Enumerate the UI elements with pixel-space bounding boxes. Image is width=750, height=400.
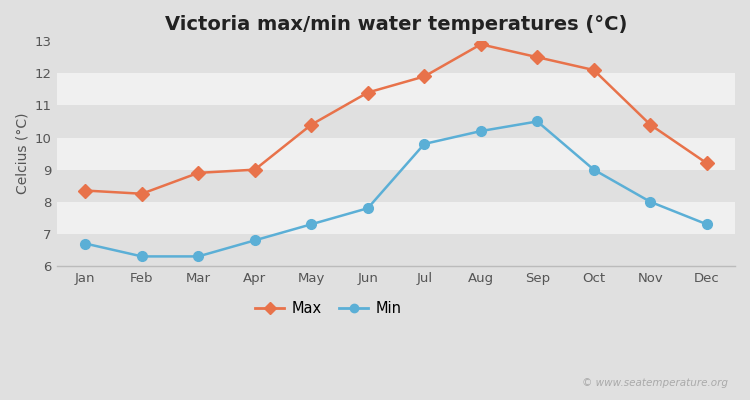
Line: Min: Min — [80, 116, 712, 261]
Bar — [57, 170, 735, 202]
Bar — [57, 234, 735, 266]
Max — [81, 188, 90, 193]
Min — [646, 199, 655, 204]
Min — [590, 167, 598, 172]
Min — [702, 222, 711, 227]
Max — [137, 191, 146, 196]
Max — [363, 90, 372, 95]
Line: Max: Max — [80, 40, 712, 199]
Text: © www.seatemperature.org: © www.seatemperature.org — [581, 378, 728, 388]
Min — [363, 206, 372, 211]
Max — [532, 55, 542, 60]
Min — [194, 254, 202, 259]
Bar — [57, 105, 735, 138]
Bar — [57, 41, 735, 73]
Max — [476, 42, 485, 47]
Min — [251, 238, 260, 243]
Max — [646, 122, 655, 127]
Max — [420, 74, 429, 79]
Max — [194, 170, 202, 175]
Min — [476, 129, 485, 134]
Min — [532, 119, 542, 124]
Max — [307, 122, 316, 127]
Legend: Max, Min: Max, Min — [249, 295, 407, 322]
Max — [590, 68, 598, 72]
Bar — [57, 202, 735, 234]
Min — [137, 254, 146, 259]
Title: Victoria max/min water temperatures (°C): Victoria max/min water temperatures (°C) — [165, 15, 627, 34]
Y-axis label: Celcius (°C): Celcius (°C) — [15, 113, 29, 194]
Min — [420, 142, 429, 146]
Bar — [57, 73, 735, 105]
Min — [81, 241, 90, 246]
Max — [702, 161, 711, 166]
Min — [307, 222, 316, 227]
Max — [251, 167, 260, 172]
Bar — [57, 138, 735, 170]
